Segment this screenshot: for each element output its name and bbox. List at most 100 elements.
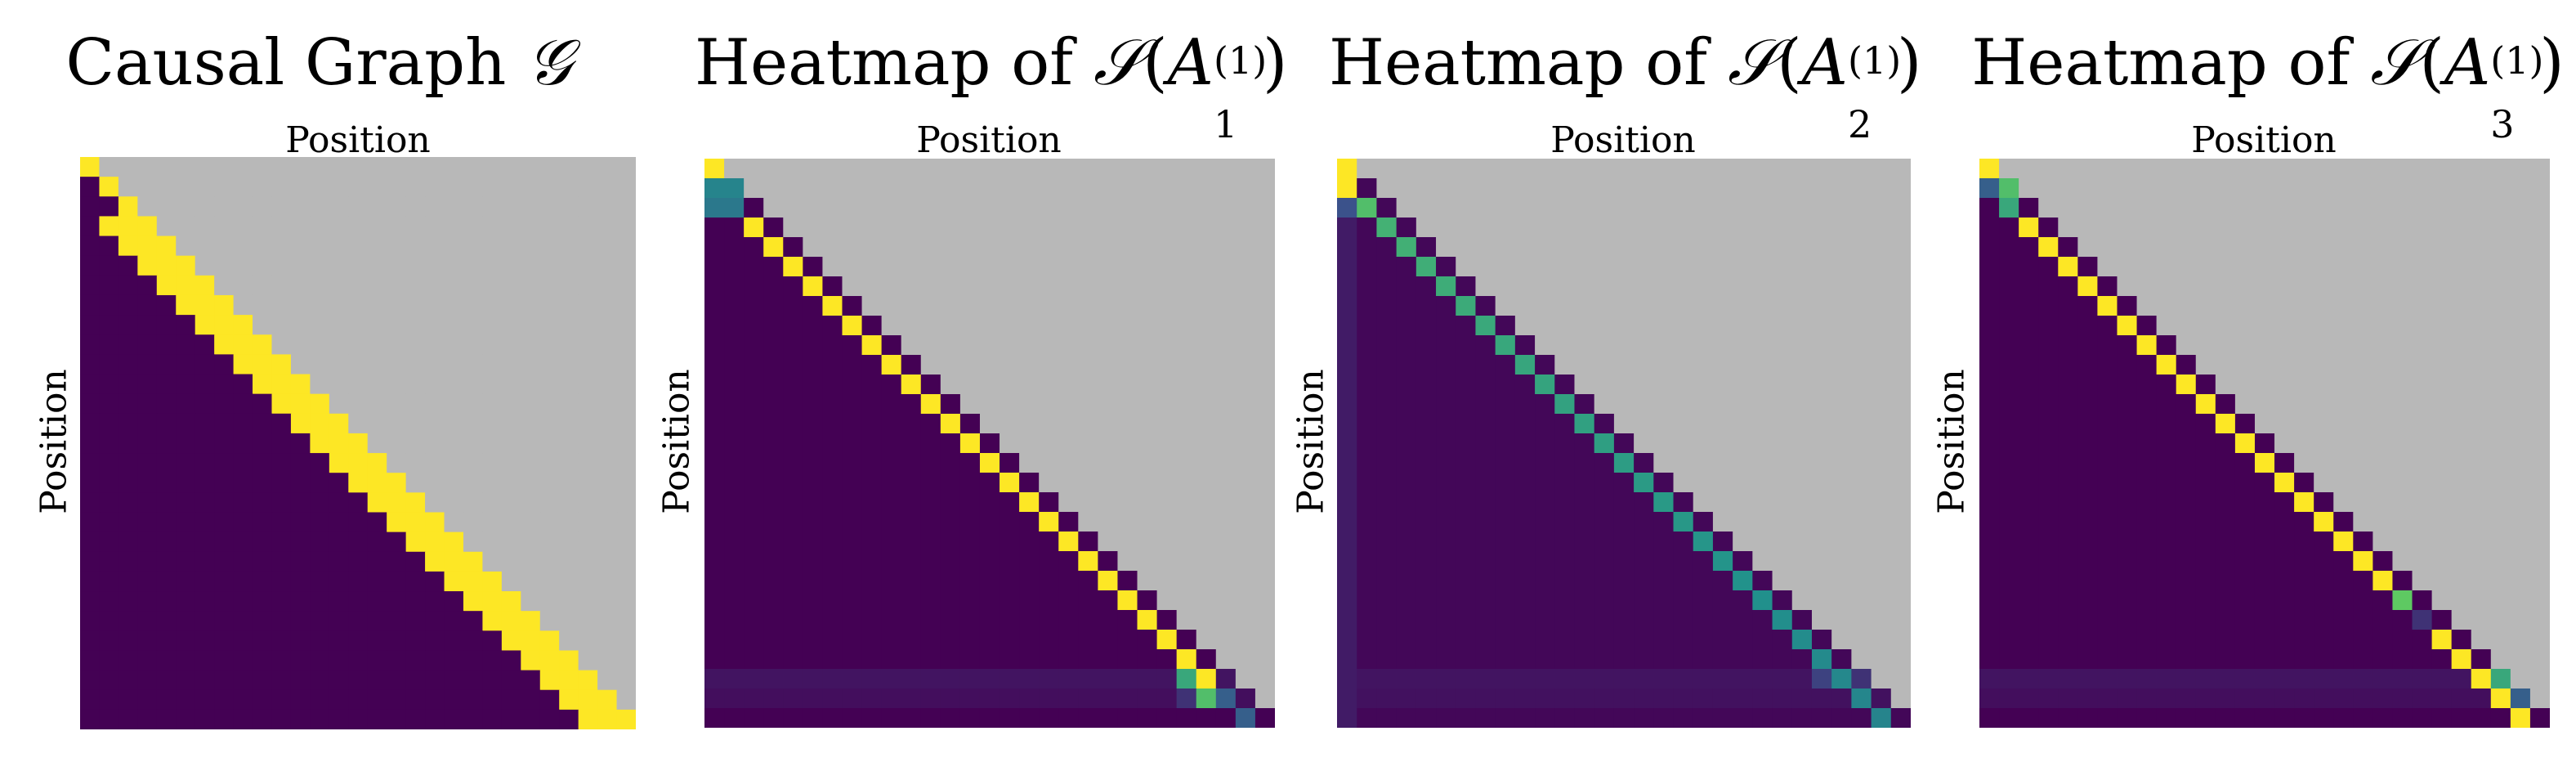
masked-cell [578, 473, 598, 493]
heatmap-cell [2215, 689, 2236, 709]
heatmap-cell [80, 177, 101, 197]
masked-cell [597, 473, 618, 493]
masked-cell [1752, 237, 1773, 258]
heatmap-cell [271, 413, 292, 434]
heatmap-cell [195, 611, 215, 631]
masked-cell [1712, 237, 1733, 258]
heatmap-cell [1415, 453, 1437, 473]
masked-cell [881, 257, 902, 277]
masked-cell [2254, 316, 2275, 336]
heatmap-cell [156, 453, 177, 473]
masked-cell [1733, 257, 1753, 277]
heatmap-cell [1514, 551, 1536, 572]
masked-cell [2412, 433, 2433, 454]
masked-cell [1791, 355, 1813, 375]
masked-cell [2529, 414, 2550, 434]
heatmap-cell [2136, 316, 2158, 336]
masked-cell [1156, 473, 1178, 493]
masked-cell [1254, 178, 1275, 199]
masked-cell [2431, 335, 2453, 356]
heatmap-cell [1357, 571, 1378, 591]
heatmap-cell [920, 394, 941, 415]
masked-cell [501, 532, 521, 553]
heatmap-cell [783, 669, 803, 689]
heatmap-cell [176, 492, 196, 514]
masked-cell [1693, 159, 1714, 179]
heatmap-cell [310, 492, 330, 514]
masked-cell [1733, 296, 1753, 316]
masked-cell [329, 275, 349, 296]
masked-cell [559, 216, 579, 237]
heatmap-cell [1337, 276, 1357, 297]
heatmap-cell [803, 532, 824, 552]
heatmap-cell [2314, 571, 2334, 591]
heatmap-cell [253, 551, 273, 572]
heatmap-cell [1376, 316, 1398, 336]
heatmap-cell [1436, 512, 1456, 532]
masked-cell [2392, 492, 2413, 513]
masked-cell [2353, 473, 2373, 493]
masked-cell [348, 334, 369, 355]
heatmap-cell [2038, 433, 2059, 454]
masked-cell [2451, 551, 2472, 572]
heatmap-cell [195, 689, 215, 711]
heatmap-cell [1078, 551, 1098, 572]
masked-cell [1456, 159, 1477, 179]
masked-cell [329, 216, 349, 237]
heatmap-cell [463, 630, 484, 652]
heatmap-cell [2038, 708, 2059, 728]
heatmap-cell [290, 611, 311, 631]
heatmap-cell [329, 532, 349, 553]
heatmap-cell [2254, 512, 2275, 532]
heatmap-cell [2038, 394, 2059, 415]
heatmap-cell [1117, 689, 1138, 709]
heatmap-cell [2058, 610, 2078, 630]
masked-cell [597, 275, 618, 296]
masked-cell [1156, 453, 1178, 473]
masked-cell [1137, 414, 1158, 434]
heatmap-cell [1495, 375, 1516, 395]
heatmap-cell [1752, 610, 1773, 630]
heatmap-cell [1514, 649, 1536, 670]
heatmap-cell [2077, 453, 2099, 473]
heatmap-cell [1514, 453, 1536, 473]
masked-cell [367, 177, 387, 197]
heatmap-cell [2019, 473, 2039, 493]
masked-cell [2274, 394, 2295, 415]
masked-cell [2529, 571, 2550, 591]
heatmap-cell [704, 316, 725, 336]
masked-cell [979, 394, 1000, 415]
masked-cell [1791, 178, 1813, 199]
heatmap-cell [118, 453, 138, 473]
heatmap-cell [99, 374, 119, 395]
masked-cell [501, 177, 521, 197]
masked-cell [2373, 394, 2394, 415]
masked-cell [1634, 355, 1654, 375]
heatmap-cell [1594, 453, 1615, 473]
masked-cell [597, 334, 618, 355]
masked-cell [616, 433, 636, 454]
masked-cell [2490, 492, 2511, 513]
heatmap-cell [1415, 571, 1437, 591]
masked-cell [1673, 276, 1694, 297]
masked-cell [1693, 218, 1714, 238]
masked-cell [156, 157, 177, 177]
masked-cell [2392, 257, 2413, 277]
heatmap-cell [214, 611, 235, 631]
heatmap-cell [901, 375, 922, 395]
heatmap-cell [783, 453, 803, 473]
masked-cell [482, 235, 503, 257]
masked-cell [1811, 198, 1832, 218]
heatmap-cell [959, 669, 981, 689]
masked-cell [2529, 433, 2550, 454]
heatmap-cell [271, 689, 292, 711]
masked-cell [2353, 316, 2373, 336]
heatmap-cell [2136, 433, 2158, 454]
masked-cell [1039, 296, 1059, 316]
heatmap-cell [1999, 669, 2019, 689]
masked-cell [1712, 178, 1733, 199]
masked-cell [482, 551, 503, 572]
masked-cell [444, 315, 464, 335]
heatmap-cell [2019, 453, 2039, 473]
heatmap-cell [744, 610, 764, 630]
